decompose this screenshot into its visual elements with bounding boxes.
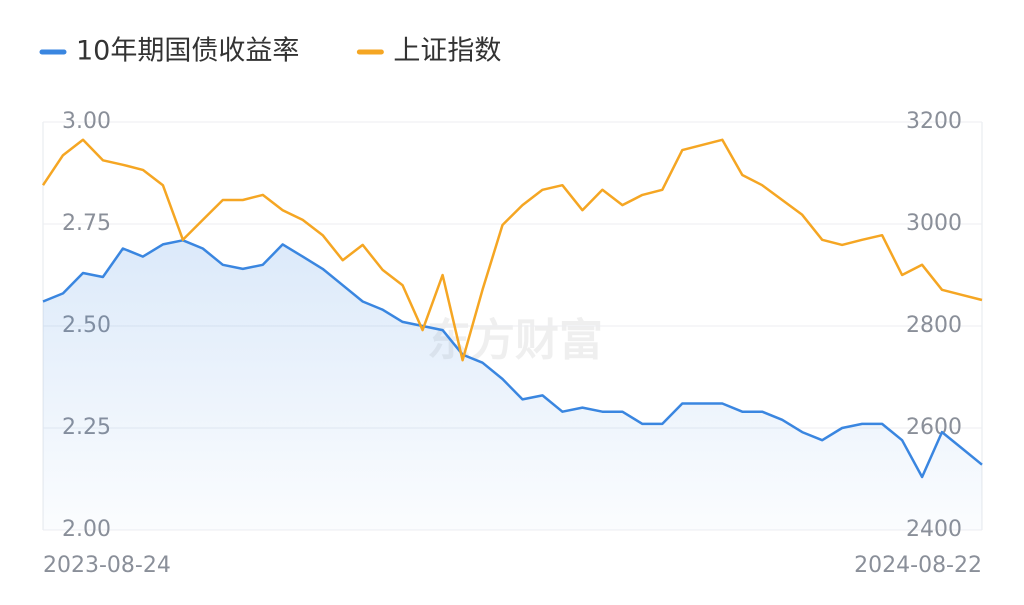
x-tick-label: 2023-08-24 xyxy=(43,553,171,578)
series-line xyxy=(41,138,983,362)
series-line xyxy=(42,239,983,479)
y-tick-label: 3.00 xyxy=(62,109,111,134)
legend-label: 上证指数 xyxy=(393,36,501,67)
y2-tick-label: 3200 xyxy=(906,109,962,134)
area-fill xyxy=(43,240,982,531)
legend-label: 10年期国债收益率 xyxy=(76,36,299,67)
y2-tick-label: 2800 xyxy=(906,313,962,338)
y2-tick-label: 3000 xyxy=(906,211,962,236)
y-tick-label: 2.75 xyxy=(62,211,111,236)
x-tick-label: 2024-08-22 xyxy=(854,553,982,578)
y2-tick-label: 2600 xyxy=(906,415,962,440)
